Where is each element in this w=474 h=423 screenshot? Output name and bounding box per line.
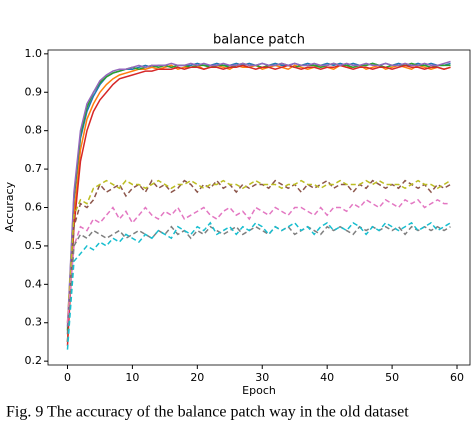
series-line [66,64,451,346]
y-tick-label: 0.5 [25,239,43,252]
series-line [66,64,451,342]
x-tick-label: 20 [190,371,204,384]
series-line [66,179,451,323]
series-line [66,221,451,350]
y-tick-label: 0.4 [25,277,43,290]
x-tick-label: 10 [125,371,139,384]
y-axis-label: Accuracy [3,181,16,232]
x-axis-label: Epoch [242,384,276,397]
caption: Fig. 9 The accuracy of the balance patch… [6,404,409,421]
y-tick-label: 0.6 [25,201,43,214]
y-tick-label: 0.3 [25,316,43,329]
series-line [66,198,451,323]
x-tick-label: 60 [450,371,464,384]
x-tick-label: 40 [320,371,334,384]
series-line [66,60,451,327]
x-tick-label: 50 [385,371,399,384]
y-tick-label: 0.8 [25,124,43,137]
y-tick-label: 0.9 [25,85,43,98]
plot-frame [47,49,471,366]
chart-title: balance patch [213,33,305,48]
y-tick-label: 0.2 [25,354,43,367]
series-line [66,62,451,335]
series-line [66,225,451,343]
x-tick-label: 30 [255,371,269,384]
y-tick-label: 1.0 [25,47,43,60]
x-tick-label: 0 [64,371,71,384]
series-line [66,179,451,342]
y-tick-label: 0.7 [25,162,43,175]
series-line [66,62,451,331]
